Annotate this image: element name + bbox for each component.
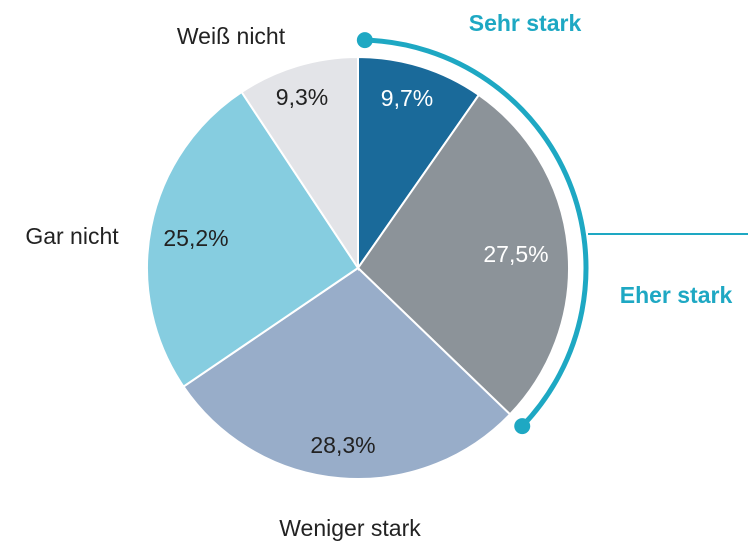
value-label: 28,3% bbox=[310, 432, 375, 458]
arc-dot bbox=[514, 418, 531, 435]
pie-slice bbox=[146, 90, 360, 388]
value-label: 27,5% bbox=[483, 241, 548, 267]
pie-slice bbox=[357, 55, 481, 272]
pie-slice bbox=[182, 266, 512, 480]
highlight-arc bbox=[364, 37, 589, 428]
category-label: Gar nicht bbox=[25, 223, 119, 249]
category-label: Sehr stark bbox=[469, 10, 582, 36]
category-label: Weniger stark bbox=[279, 515, 421, 541]
category-label: Weiß nicht bbox=[177, 23, 286, 49]
pie-slice bbox=[240, 55, 359, 272]
arc-dot bbox=[356, 32, 373, 49]
value-label: 25,2% bbox=[163, 225, 228, 251]
value-label: 9,3% bbox=[276, 84, 328, 110]
pie-slice bbox=[356, 93, 570, 416]
category-label: Eher stark bbox=[620, 282, 733, 308]
value-label: 9,7% bbox=[381, 85, 433, 111]
